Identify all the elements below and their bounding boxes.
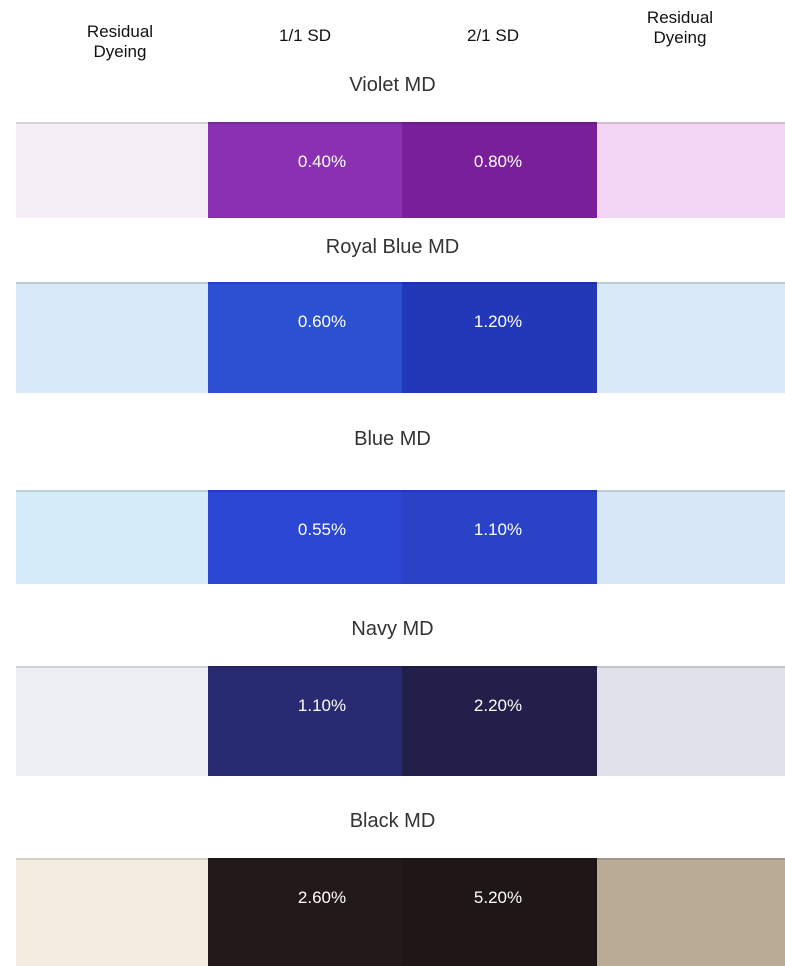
row-title: Black MD	[349, 810, 436, 832]
fabric-swatch	[402, 858, 597, 966]
row-title: Violet MD	[349, 74, 436, 96]
column-header: Residual Dyeing	[86, 22, 154, 61]
concentration-label: 2.20%	[473, 696, 523, 715]
fabric-swatch	[597, 858, 785, 966]
concentration-label: 1.10%	[297, 696, 347, 715]
row-title: Royal Blue MD	[325, 236, 460, 258]
fabric-swatch	[16, 490, 208, 584]
fabric-swatch	[402, 122, 597, 218]
fabric-swatch	[402, 490, 597, 584]
fabric-swatch	[208, 122, 402, 218]
concentration-label: 0.55%	[297, 520, 347, 539]
fabric-swatch	[208, 490, 402, 584]
concentration-label: 0.60%	[297, 312, 347, 331]
row-title: Blue MD	[354, 428, 431, 450]
fabric-swatch	[402, 666, 597, 776]
concentration-label: 0.40%	[297, 152, 347, 171]
fabric-swatch	[597, 666, 785, 776]
fabric-swatch	[208, 282, 402, 393]
fabric-swatch	[597, 282, 785, 393]
fabric-swatch	[208, 666, 402, 776]
fabric-swatch	[16, 282, 208, 393]
concentration-label: 5.20%	[473, 888, 523, 907]
fabric-swatch	[208, 858, 402, 966]
fabric-swatch	[402, 282, 597, 393]
concentration-label: 1.10%	[473, 520, 523, 539]
fabric-swatch	[16, 858, 208, 966]
column-header: 1/1 SD	[279, 26, 331, 45]
concentration-label: 0.80%	[473, 152, 523, 171]
fabric-swatch	[16, 666, 208, 776]
row-title: Navy MD	[351, 618, 434, 640]
column-header: 2/1 SD	[467, 26, 519, 45]
concentration-label: 1.20%	[473, 312, 523, 331]
fabric-swatch	[597, 122, 785, 218]
fabric-swatch	[597, 490, 785, 584]
column-header: Residual Dyeing	[646, 8, 714, 47]
fabric-swatch	[16, 122, 208, 218]
concentration-label: 2.60%	[297, 888, 347, 907]
